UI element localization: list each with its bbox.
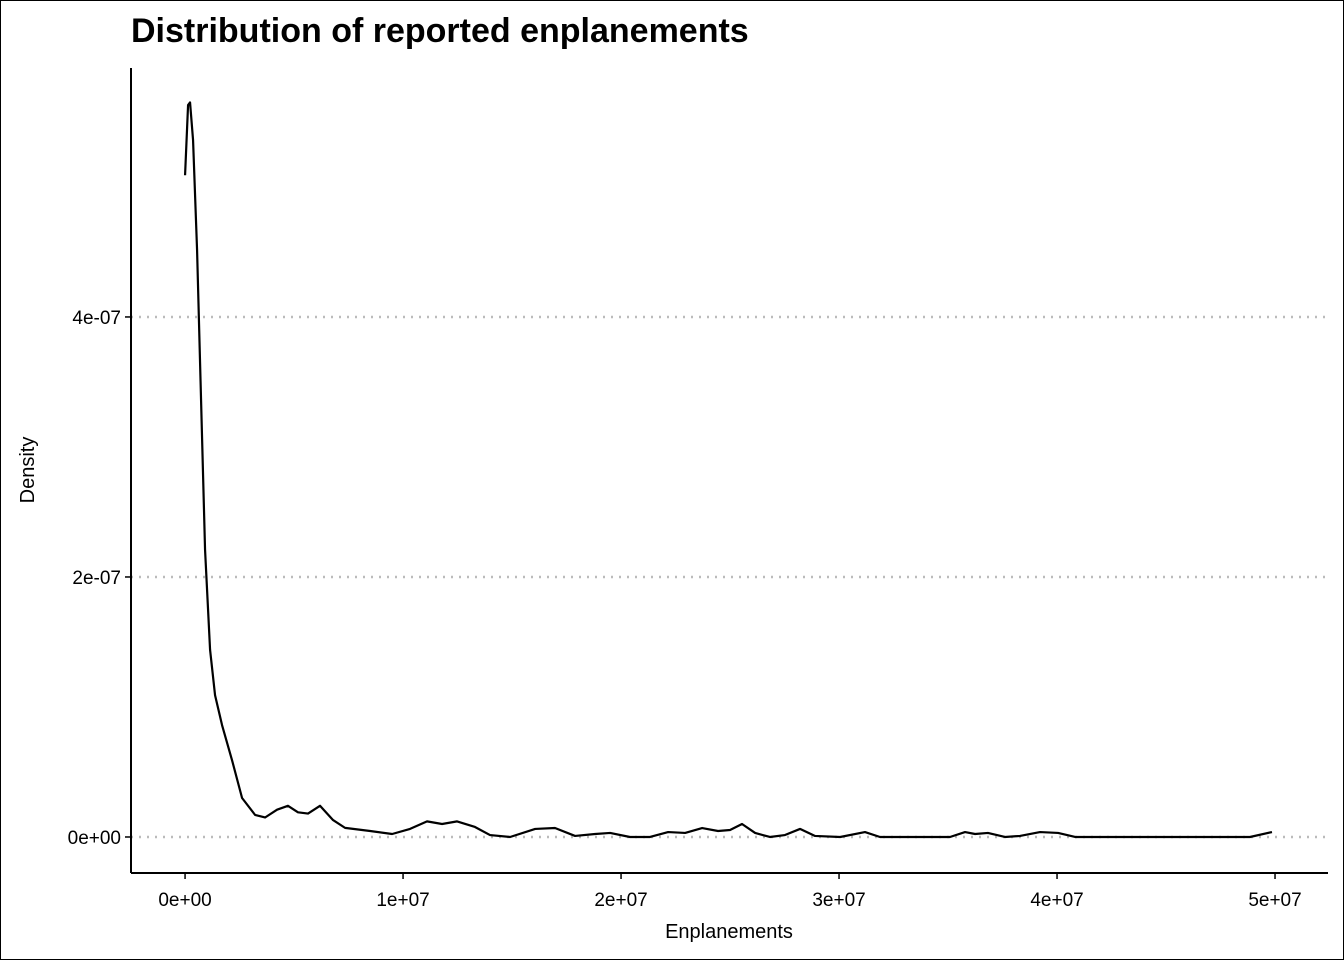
x-tick-label: 3e+07 bbox=[812, 890, 865, 911]
x-tick-label: 1e+07 bbox=[376, 890, 429, 911]
x-tick-label: 2e+07 bbox=[594, 890, 647, 911]
x-axis-label: Enplanements bbox=[665, 921, 793, 943]
density-line bbox=[183, 101, 1273, 839]
y-tick-label: 2e-07 bbox=[72, 568, 121, 589]
y-axis-label: Density bbox=[17, 437, 39, 504]
y-tick-label: 0e+00 bbox=[68, 828, 121, 849]
x-tick-label: 0e+00 bbox=[158, 890, 211, 911]
x-tick-label: 4e+07 bbox=[1030, 890, 1083, 911]
chart-title: Distribution of reported enplanements bbox=[131, 12, 749, 50]
x-tick-label: 5e+07 bbox=[1248, 890, 1301, 911]
y-tick-label: 4e-07 bbox=[72, 308, 121, 329]
